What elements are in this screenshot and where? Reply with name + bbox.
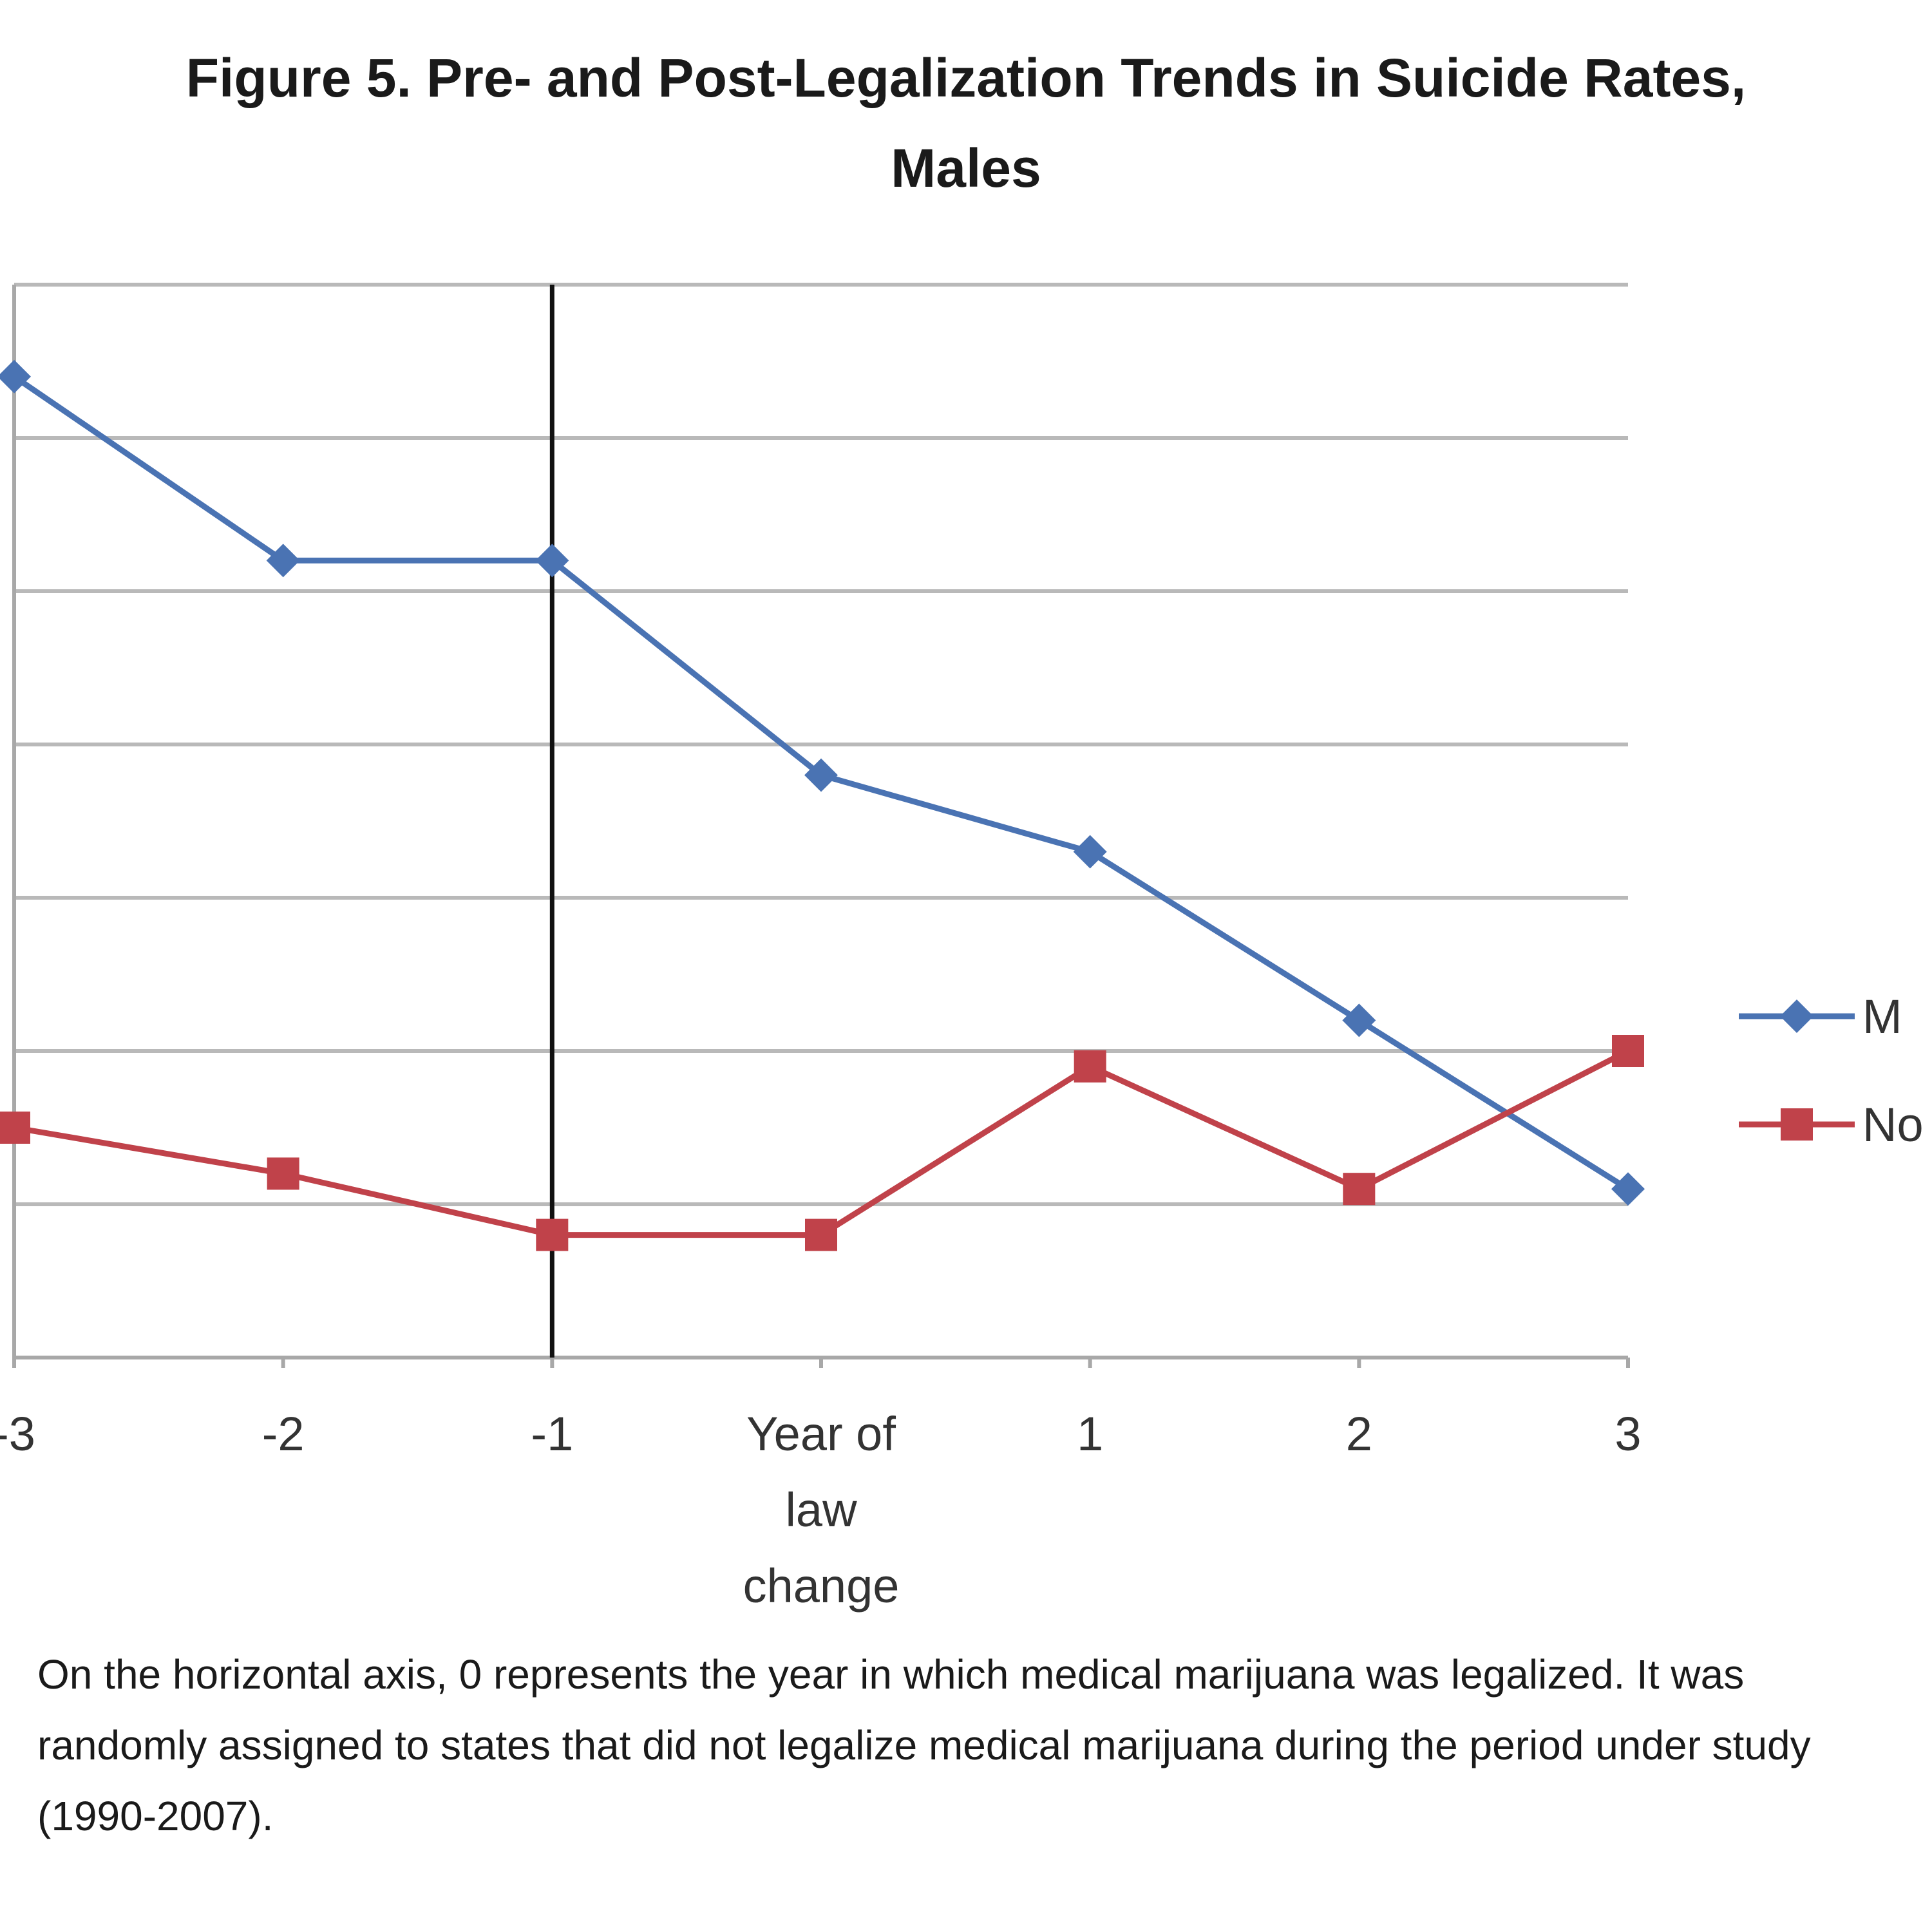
legend-item-No: No (1739, 1098, 1924, 1151)
x-tick-label-line: change (743, 1559, 900, 1613)
data-point (266, 544, 300, 578)
series-line (14, 1048, 1630, 1238)
data-point (0, 1112, 30, 1144)
data-point (1611, 1172, 1645, 1206)
x-tick-label-line: 3 (1615, 1407, 1641, 1461)
legend-swatch-marker (1780, 999, 1814, 1033)
x-tick-labels: -3 -2 -1 Year of law change 1 2 3 (0, 1407, 1642, 1613)
x-tick-label: 2 (1346, 1407, 1372, 1461)
x-tick-label: -1 (531, 1407, 573, 1461)
data-point (535, 544, 569, 578)
x-tick-label-line: -3 (0, 1407, 35, 1461)
legend-label: No (1862, 1098, 1924, 1151)
legend-label: M (1862, 990, 1902, 1043)
x-tick-label-line: -2 (262, 1407, 305, 1461)
x-tick-label: 3 (1615, 1407, 1641, 1461)
data-point (1342, 1003, 1376, 1037)
x-tick-label-line: Year of (746, 1407, 896, 1461)
x-tick-label: Year of law change (743, 1407, 900, 1613)
data-point (1343, 1173, 1376, 1206)
x-tick-label: -3 (0, 1407, 35, 1461)
legend: M No (1739, 990, 1924, 1151)
x-tick-label-line: law (785, 1483, 857, 1537)
series-lines (0, 359, 1645, 1251)
gridlines (14, 283, 1628, 1206)
data-point (1074, 1050, 1106, 1083)
legend-item-M: M (1739, 990, 1902, 1043)
chart-title: Figure 5. Pre- and Post-Legalization Tre… (186, 48, 1747, 198)
x-tick-label: 1 (1077, 1407, 1103, 1461)
data-point (0, 359, 31, 393)
x-tick-label: -2 (262, 1407, 305, 1461)
data-point (1073, 835, 1107, 869)
figure-caption: On the horizontal axis, 0 represents the… (37, 1651, 1811, 1839)
x-tick-label-line: 2 (1346, 1407, 1372, 1461)
x-tick-label-line: 1 (1077, 1407, 1103, 1461)
data-point (536, 1218, 569, 1251)
data-point (267, 1157, 299, 1190)
x-tick-label-line: -1 (531, 1407, 573, 1461)
series-M (0, 359, 1645, 1206)
series-No (0, 1035, 1644, 1251)
chart-title-line: Males (891, 138, 1041, 198)
chart-title-line: Figure 5. Pre- and Post-Legalization Tre… (186, 48, 1747, 108)
axes (12, 285, 1630, 1368)
data-point (805, 1218, 837, 1251)
data-point (1612, 1035, 1644, 1067)
data-point (804, 758, 838, 792)
legend-swatch-marker (1781, 1108, 1813, 1141)
